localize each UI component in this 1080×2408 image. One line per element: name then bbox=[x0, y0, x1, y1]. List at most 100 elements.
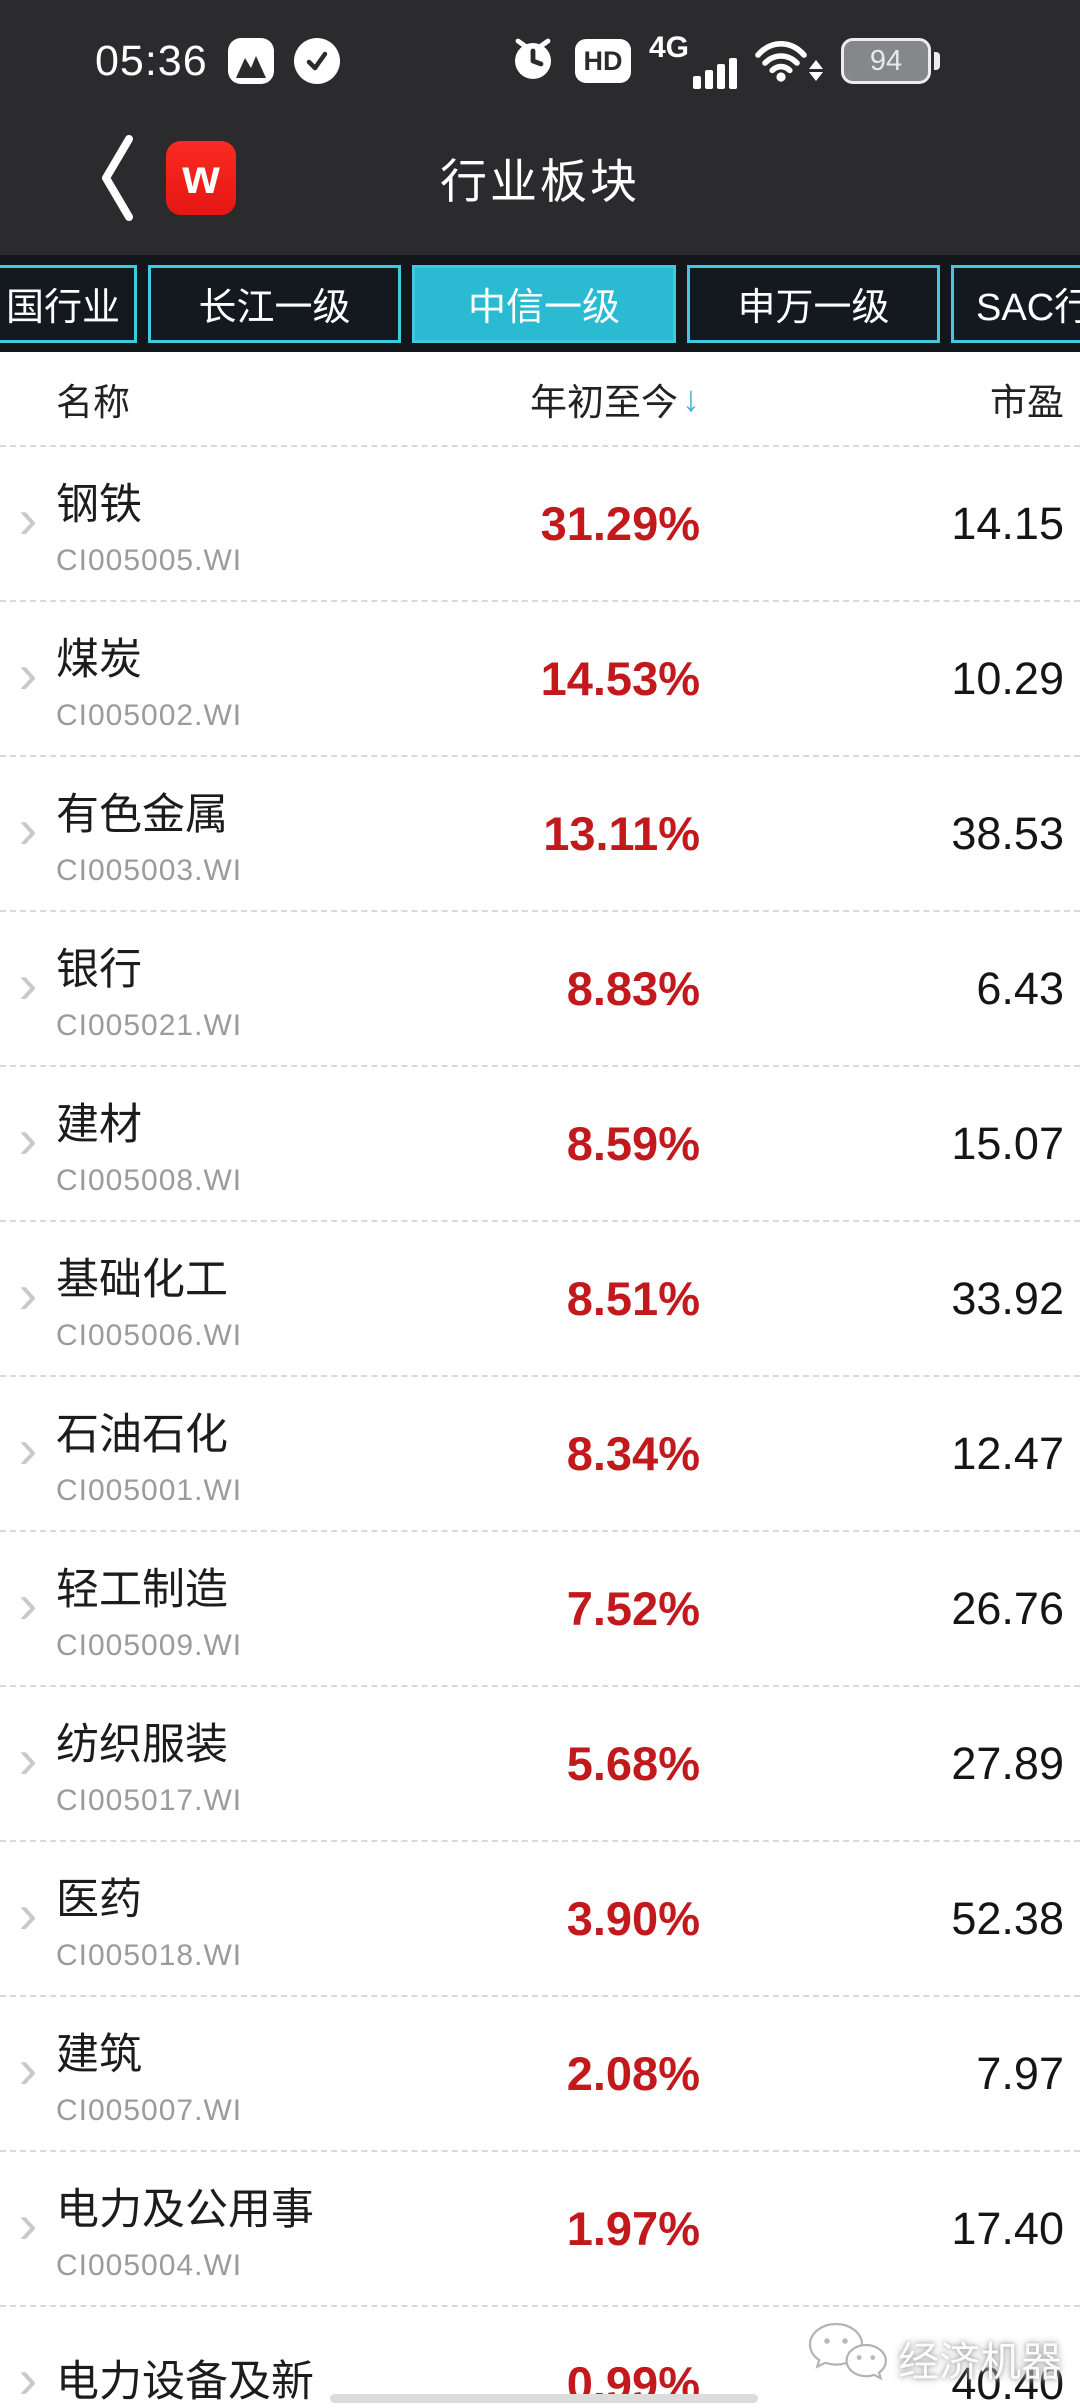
sector-code: CI005021.WI bbox=[56, 1008, 243, 1042]
notification-check-icon bbox=[293, 38, 340, 84]
battery-percent: 94 bbox=[869, 44, 903, 77]
sector-pe-ratio: 14.15 bbox=[951, 497, 1064, 549]
column-header-pe[interactable]: 市盈 bbox=[990, 381, 1064, 423]
chevron-right-icon bbox=[19, 1886, 38, 1952]
sector-code: CI005002.WI bbox=[56, 698, 243, 732]
table-header: 名称 年初至今 ↓ 市盈 bbox=[0, 352, 1080, 447]
sector-code: CI005003.WI bbox=[56, 853, 243, 887]
sector-pe-ratio: 6.43 bbox=[976, 962, 1064, 1014]
sector-ytd-change: 7.52% bbox=[566, 1582, 700, 1635]
sector-row[interactable]: 煤炭 CI005002.WI 14.53% 10.29 bbox=[0, 602, 1080, 757]
chevron-right-icon bbox=[19, 801, 38, 867]
sector-ytd-change: 3.90% bbox=[566, 1892, 700, 1945]
chevron-right-icon bbox=[19, 1266, 38, 1332]
top-chrome: 05:36 HD bbox=[0, 0, 1080, 255]
sector-row[interactable]: 建材 CI005008.WI 8.59% 15.07 bbox=[0, 1067, 1080, 1222]
sector-ytd-change: 2.08% bbox=[566, 2047, 700, 2100]
tab-shenwan-level1[interactable]: 申万一级 bbox=[687, 264, 940, 343]
sector-name: 电力及公用事 bbox=[56, 2185, 314, 2234]
sector-ytd-change: 8.34% bbox=[566, 1427, 700, 1480]
sector-name: 纺织服装 bbox=[56, 1720, 228, 1769]
back-button[interactable] bbox=[98, 132, 136, 224]
sector-pe-ratio: 26.76 bbox=[951, 1582, 1064, 1634]
chevron-right-icon bbox=[19, 1421, 38, 1487]
app-header: w 行业板块 bbox=[0, 100, 1080, 255]
chevron-right-icon bbox=[19, 646, 38, 712]
sector-ytd-change: 5.68% bbox=[566, 1737, 700, 1790]
column-header-ytd-sort[interactable]: 年初至今 ↓ bbox=[530, 377, 700, 423]
sector-code: CI005006.WI bbox=[56, 1318, 243, 1352]
sector-code: CI005017.WI bbox=[56, 1783, 243, 1817]
sector-name: 银行 bbox=[56, 945, 142, 994]
sector-row[interactable]: 石油石化 CI005001.WI 8.34% 12.47 bbox=[0, 1377, 1080, 1532]
sector-code: CI005001.WI bbox=[56, 1473, 243, 1507]
sort-desc-icon: ↓ bbox=[682, 377, 700, 419]
tab-citic-level1-active[interactable]: 中信一级 bbox=[412, 264, 676, 343]
sector-name: 电力设备及新 bbox=[56, 2357, 314, 2406]
tab-cn-industry[interactable]: 国行业 bbox=[0, 264, 137, 343]
sector-ytd-change: 1.97% bbox=[566, 2202, 700, 2255]
cellular-signal-icon: 4G bbox=[649, 33, 737, 89]
chevron-right-icon bbox=[19, 2196, 38, 2262]
hd-icon: HD bbox=[574, 39, 631, 83]
sector-name: 轻工制造 bbox=[56, 1565, 228, 1614]
sector-pe-ratio: 12.47 bbox=[951, 1427, 1064, 1479]
sector-name: 基础化工 bbox=[56, 1255, 228, 1304]
chevron-right-icon bbox=[19, 2041, 38, 2107]
status-bar: 05:36 HD bbox=[0, 0, 1080, 100]
sector-ytd-change: 8.59% bbox=[566, 1117, 700, 1170]
tab-sac-industry[interactable]: SAC行业 bbox=[951, 264, 1080, 343]
wifi-icon bbox=[755, 39, 823, 83]
sector-pe-ratio: 52.38 bbox=[951, 1892, 1064, 1944]
sector-row[interactable]: 纺织服装 CI005017.WI 5.68% 27.89 bbox=[0, 1687, 1080, 1842]
sector-name: 建材 bbox=[56, 1100, 142, 1149]
status-bar-left: 05:36 bbox=[95, 37, 340, 86]
sector-name: 有色金属 bbox=[56, 790, 228, 839]
sector-pe-ratio: 17.40 bbox=[951, 2202, 1064, 2254]
column-header-name[interactable]: 名称 bbox=[56, 381, 130, 423]
sector-name: 石油石化 bbox=[56, 1410, 228, 1459]
status-bar-right: HD 4G 94 bbox=[509, 33, 940, 89]
sector-row[interactable]: 建筑 CI005007.WI 2.08% 7.97 bbox=[0, 1997, 1080, 2152]
sector-ytd-change: 13.11% bbox=[543, 807, 700, 860]
sector-row[interactable]: 轻工制造 CI005009.WI 7.52% 26.76 bbox=[0, 1532, 1080, 1687]
sector-name: 建筑 bbox=[56, 2030, 142, 2079]
alarm-icon bbox=[509, 35, 557, 88]
chevron-right-icon bbox=[19, 1111, 38, 1177]
clock-time: 05:36 bbox=[95, 36, 208, 85]
sector-code: CI005005.WI bbox=[56, 543, 243, 577]
sector-name: 钢铁 bbox=[56, 480, 142, 529]
sector-code: CI005008.WI bbox=[56, 1163, 243, 1197]
horizontal-scroll-indicator[interactable] bbox=[330, 2394, 758, 2403]
page-title: 行业板块 bbox=[440, 155, 640, 208]
chevron-right-icon bbox=[19, 491, 38, 557]
sector-code: CI005007.WI bbox=[56, 2093, 243, 2127]
chevron-right-icon bbox=[19, 1576, 38, 1642]
sector-row[interactable]: 银行 CI005021.WI 8.83% 6.43 bbox=[0, 912, 1080, 1067]
sector-row[interactable]: 医药 CI005018.WI 3.90% 52.38 bbox=[0, 1842, 1080, 1997]
sector-ytd-change: 14.53% bbox=[540, 652, 700, 705]
notification-gallery-icon bbox=[227, 38, 274, 84]
sector-pe-ratio: 38.53 bbox=[951, 807, 1064, 859]
sector-pe-ratio: 40.40 bbox=[951, 2357, 1064, 2408]
sector-pe-ratio: 7.97 bbox=[976, 2047, 1064, 2099]
sector-name: 煤炭 bbox=[56, 635, 142, 684]
sector-code: CI005009.WI bbox=[56, 1628, 243, 1662]
sector-ytd-change: 8.51% bbox=[566, 1272, 700, 1325]
chevron-right-icon bbox=[19, 1731, 38, 1797]
battery-icon: 94 bbox=[841, 38, 940, 84]
sector-code: CI005004.WI bbox=[56, 2248, 243, 2282]
sector-row[interactable]: 电力设备及新 0.99% 40.40 bbox=[0, 2307, 1080, 2408]
sector-pe-ratio: 27.89 bbox=[951, 1737, 1064, 1789]
tab-bar: 国行业 长江一级 中信一级 申万一级 SAC行业 bbox=[0, 255, 1080, 352]
sector-row[interactable]: 电力及公用事 CI005004.WI 1.97% 17.40 bbox=[0, 2152, 1080, 2307]
sector-table: 钢铁 CI005005.WI 31.29% 14.15 煤炭 CI005002.… bbox=[0, 447, 1080, 2408]
sector-row[interactable]: 基础化工 CI005006.WI 8.51% 33.92 bbox=[0, 1222, 1080, 1377]
sector-row[interactable]: 有色金属 CI005003.WI 13.11% 38.53 bbox=[0, 757, 1080, 912]
chevron-right-icon bbox=[19, 956, 38, 1022]
wind-logo-icon[interactable]: w bbox=[166, 140, 236, 215]
sector-row[interactable]: 钢铁 CI005005.WI 31.29% 14.15 bbox=[0, 447, 1080, 602]
sector-name: 医药 bbox=[56, 1875, 142, 1924]
sector-pe-ratio: 15.07 bbox=[951, 1117, 1064, 1169]
tab-changjiang-level1[interactable]: 长江一级 bbox=[148, 264, 401, 343]
